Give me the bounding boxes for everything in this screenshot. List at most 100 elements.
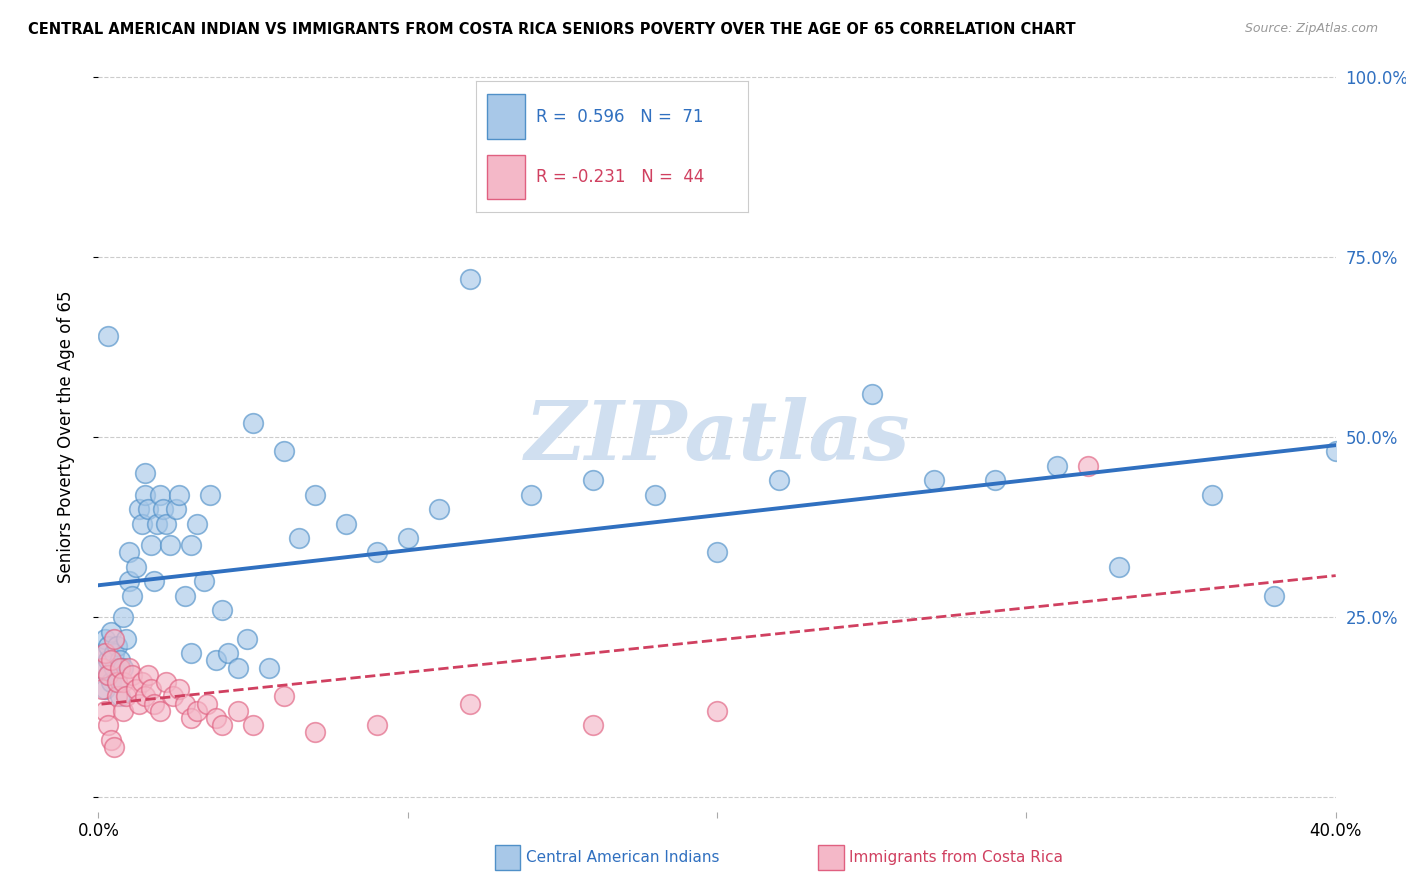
Point bbox=[458, 697, 481, 711]
Point bbox=[100, 624, 122, 639]
Point bbox=[304, 725, 326, 739]
Point bbox=[582, 473, 605, 487]
Point bbox=[112, 704, 135, 718]
Point bbox=[180, 538, 202, 552]
Point bbox=[149, 488, 172, 502]
Point bbox=[134, 488, 156, 502]
Point bbox=[124, 682, 146, 697]
Point bbox=[226, 704, 249, 718]
Point bbox=[121, 589, 143, 603]
Point bbox=[93, 682, 115, 697]
Point bbox=[139, 538, 162, 552]
Point bbox=[93, 646, 115, 660]
Point bbox=[211, 718, 233, 732]
Y-axis label: Seniors Poverty Over the Age of 65: Seniors Poverty Over the Age of 65 bbox=[56, 291, 75, 583]
Point bbox=[242, 416, 264, 430]
Point bbox=[205, 711, 228, 725]
Point bbox=[112, 660, 135, 674]
Text: ZIPatlas: ZIPatlas bbox=[524, 397, 910, 477]
Point bbox=[273, 690, 295, 704]
Point bbox=[165, 502, 187, 516]
Point bbox=[768, 473, 790, 487]
Point bbox=[1077, 458, 1099, 473]
Point bbox=[174, 589, 197, 603]
Point bbox=[105, 639, 128, 653]
Point bbox=[93, 704, 115, 718]
Point bbox=[1263, 589, 1285, 603]
Point bbox=[90, 660, 112, 674]
Point bbox=[167, 488, 190, 502]
Point bbox=[396, 531, 419, 545]
Point bbox=[97, 668, 120, 682]
Point bbox=[97, 329, 120, 343]
Point bbox=[644, 488, 666, 502]
Point bbox=[108, 690, 131, 704]
Point bbox=[115, 632, 138, 646]
Point bbox=[706, 545, 728, 559]
Point bbox=[236, 632, 259, 646]
Point bbox=[155, 675, 177, 690]
Text: Central American Indians: Central American Indians bbox=[526, 850, 720, 864]
Point bbox=[97, 668, 120, 682]
Point bbox=[97, 653, 120, 667]
Point bbox=[198, 488, 221, 502]
Point bbox=[103, 739, 125, 754]
Point bbox=[143, 574, 166, 589]
Point bbox=[186, 516, 208, 531]
Point bbox=[146, 516, 169, 531]
Point bbox=[427, 502, 450, 516]
Point bbox=[162, 690, 184, 704]
Point bbox=[118, 545, 141, 559]
Point bbox=[226, 660, 249, 674]
Point bbox=[288, 531, 311, 545]
Point bbox=[136, 502, 159, 516]
Point bbox=[860, 387, 883, 401]
Point bbox=[128, 502, 150, 516]
Point bbox=[984, 473, 1007, 487]
Point bbox=[90, 660, 112, 674]
Point bbox=[366, 718, 388, 732]
Point bbox=[121, 668, 143, 682]
Point bbox=[112, 610, 135, 624]
Point bbox=[124, 559, 146, 574]
Point bbox=[706, 704, 728, 718]
Point bbox=[273, 444, 295, 458]
Point bbox=[167, 682, 190, 697]
Point bbox=[174, 697, 197, 711]
Point bbox=[922, 473, 945, 487]
Point bbox=[115, 690, 138, 704]
Text: Source: ZipAtlas.com: Source: ZipAtlas.com bbox=[1244, 22, 1378, 36]
Point bbox=[520, 488, 543, 502]
Point bbox=[134, 690, 156, 704]
Point bbox=[242, 718, 264, 732]
Text: Immigrants from Costa Rica: Immigrants from Costa Rica bbox=[849, 850, 1063, 864]
Point bbox=[136, 668, 159, 682]
Point bbox=[195, 697, 218, 711]
Point bbox=[105, 675, 128, 690]
Point bbox=[1324, 444, 1347, 458]
Point bbox=[103, 632, 125, 646]
Point bbox=[118, 574, 141, 589]
Point bbox=[134, 466, 156, 480]
Point bbox=[103, 660, 125, 674]
Point bbox=[90, 682, 112, 697]
Point bbox=[582, 718, 605, 732]
Point bbox=[118, 660, 141, 674]
Point bbox=[108, 653, 131, 667]
Point bbox=[257, 660, 280, 674]
Point bbox=[159, 538, 181, 552]
Point bbox=[108, 660, 131, 674]
Point bbox=[205, 653, 228, 667]
Point bbox=[1201, 488, 1223, 502]
Point bbox=[458, 271, 481, 285]
Point bbox=[100, 732, 122, 747]
Point bbox=[366, 545, 388, 559]
Point bbox=[97, 639, 120, 653]
Point bbox=[1108, 559, 1130, 574]
Point bbox=[128, 697, 150, 711]
Point bbox=[1046, 458, 1069, 473]
Point bbox=[105, 675, 128, 690]
Point bbox=[217, 646, 239, 660]
Point bbox=[180, 646, 202, 660]
Point bbox=[105, 690, 128, 704]
